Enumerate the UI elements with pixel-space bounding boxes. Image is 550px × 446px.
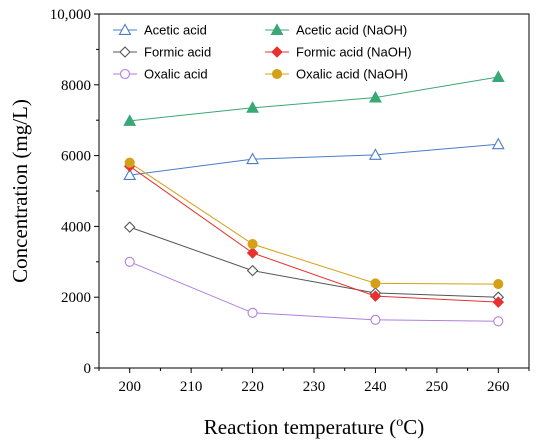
x-axis-title-main: Reaction temperature ( bbox=[204, 415, 396, 439]
legend-label-4: Oxalic acid bbox=[144, 67, 208, 82]
legend-marker-5 bbox=[271, 68, 283, 80]
series-layer bbox=[123, 70, 505, 327]
data-point-2-1 bbox=[246, 264, 259, 277]
data-point-2-0 bbox=[123, 221, 136, 233]
series-line-2 bbox=[129, 226, 499, 298]
legend-label-3: Formic acid (NaOH) bbox=[296, 45, 412, 60]
legend-label-1: Acetic acid (NaOH) bbox=[296, 23, 407, 38]
legend-item-1: Acetic acid (NaOH) bbox=[265, 23, 407, 38]
data-point-5-2 bbox=[370, 278, 381, 289]
legend-item-2: Formic acid bbox=[113, 45, 211, 60]
data-point-3-2 bbox=[369, 290, 382, 302]
x-axis-title: Reaction temperature (oC) bbox=[204, 415, 424, 439]
y-tick-label-2: 4000 bbox=[61, 219, 91, 235]
y-tick-label-5: 10,000 bbox=[50, 7, 91, 23]
legend: Acetic acid Acetic acid (NaOH) Formic acid… bbox=[113, 23, 412, 82]
legend-marker-1 bbox=[270, 23, 284, 35]
data-point-4-0 bbox=[124, 256, 135, 267]
legend-marker-0 bbox=[118, 23, 132, 35]
legend-label-2: Formic acid bbox=[144, 45, 211, 60]
legend-item-5: Oxalic acid (NaOH) bbox=[265, 67, 408, 82]
legend-marker-2 bbox=[119, 46, 131, 58]
y-axis: 0 2000 4000 6000 8000 10,000 bbox=[50, 7, 99, 377]
series-1 bbox=[123, 70, 505, 126]
data-point-0-0 bbox=[123, 168, 137, 181]
y-tick-label-1: 2000 bbox=[61, 290, 91, 306]
legend-item-0: Acetic acid bbox=[113, 23, 207, 38]
data-point-0-1 bbox=[246, 152, 260, 165]
data-point-3-3 bbox=[492, 296, 505, 308]
legend-marker-3 bbox=[271, 46, 283, 58]
x-tick-label-5: 250 bbox=[426, 379, 449, 395]
series-line-4 bbox=[129, 261, 499, 322]
x-tick-label-2: 220 bbox=[241, 379, 264, 395]
x-tick-label-4: 240 bbox=[364, 379, 387, 395]
legend-label-0: Acetic acid bbox=[144, 23, 207, 38]
series-line-1 bbox=[129, 76, 499, 122]
data-point-1-3 bbox=[491, 70, 505, 82]
data-point-4-1 bbox=[247, 307, 258, 318]
data-point-3-1 bbox=[246, 247, 259, 259]
series-3 bbox=[123, 160, 505, 308]
series-4 bbox=[124, 256, 504, 327]
x-axis: 200 210 220 230 240 250 260 bbox=[98, 368, 530, 395]
legend-item-4: Oxalic acid bbox=[113, 67, 208, 82]
x-tick-label-6: 260 bbox=[487, 379, 510, 395]
data-point-1-1 bbox=[246, 101, 260, 113]
y-axis-title: Concentration (mg/L) bbox=[8, 99, 32, 283]
legend-item-3: Formic acid (NaOH) bbox=[265, 45, 412, 60]
data-point-5-3 bbox=[493, 279, 504, 290]
series-line-3 bbox=[129, 165, 499, 303]
series-line-5 bbox=[129, 162, 499, 285]
x-tick-label-0: 200 bbox=[118, 379, 141, 395]
data-point-5-0 bbox=[124, 157, 135, 168]
data-point-1-0 bbox=[123, 114, 137, 126]
data-point-5-1 bbox=[247, 239, 258, 250]
legend-label-5: Oxalic acid (NaOH) bbox=[296, 67, 408, 82]
x-tick-label-1: 210 bbox=[180, 379, 203, 395]
x-axis-title-tail: C) bbox=[403, 415, 424, 439]
x-axis-title-superscript: o bbox=[396, 415, 403, 430]
legend-marker-4 bbox=[119, 68, 131, 80]
y-tick-label-3: 6000 bbox=[61, 149, 91, 165]
series-0 bbox=[123, 137, 505, 181]
data-point-4-3 bbox=[493, 316, 504, 327]
series-5 bbox=[124, 157, 504, 290]
series-line-0 bbox=[129, 143, 499, 176]
data-point-4-2 bbox=[370, 314, 381, 325]
x-tick-label-3: 230 bbox=[303, 379, 326, 395]
data-point-0-3 bbox=[491, 137, 505, 150]
data-point-1-2 bbox=[368, 90, 382, 103]
series-2 bbox=[123, 221, 505, 303]
y-tick-label-0: 0 bbox=[84, 361, 92, 377]
data-point-0-2 bbox=[368, 148, 382, 160]
y-tick-label-4: 8000 bbox=[61, 78, 91, 94]
